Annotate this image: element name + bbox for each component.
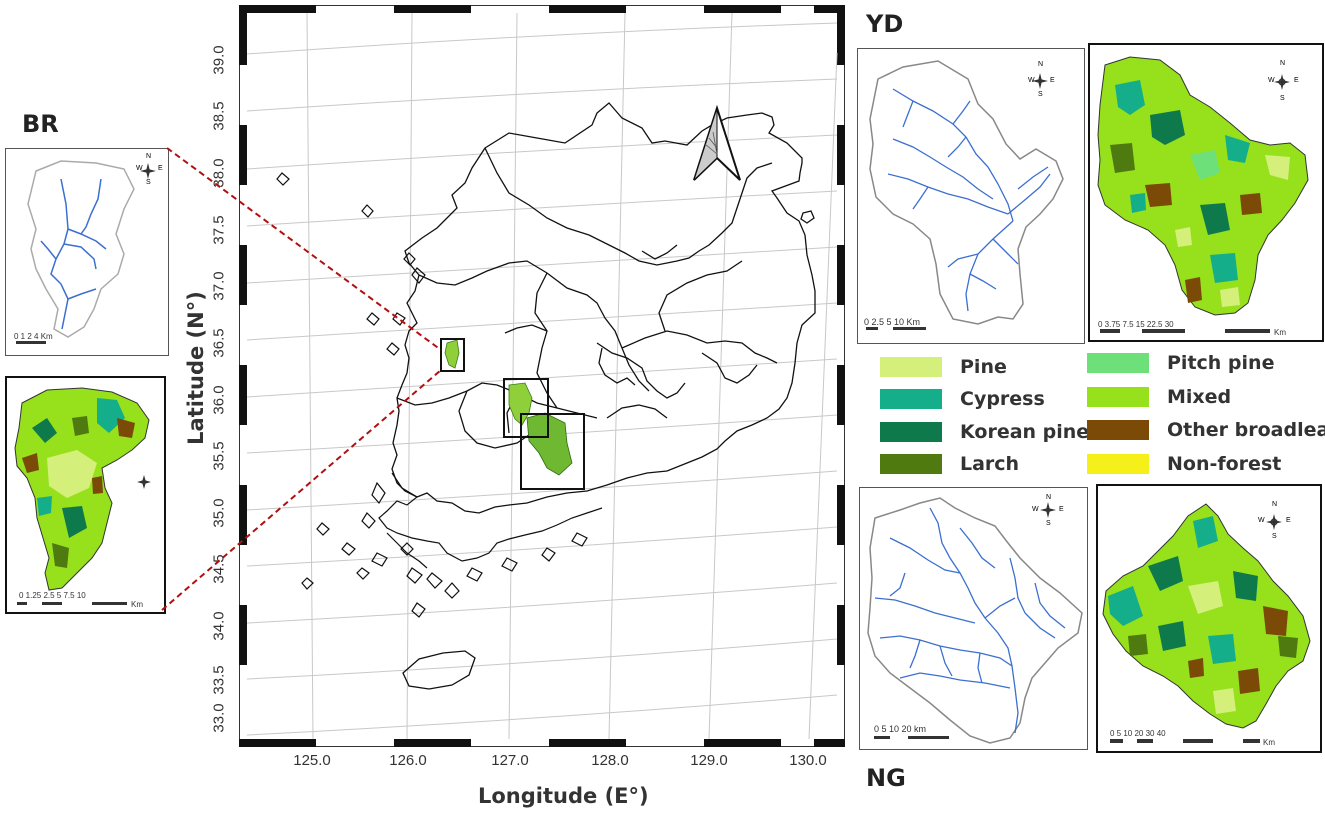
main-map-frame xyxy=(239,5,845,747)
legend-label: Larch xyxy=(960,453,1020,475)
legend-item-other-broadleaf: Other broadleaf xyxy=(1087,419,1325,441)
lon-tick: 127.0 xyxy=(491,752,529,769)
br-scale-bottom-unit: Km xyxy=(131,600,143,609)
ng-compass-s: S xyxy=(1046,520,1051,527)
lon-tick: 126.0 xyxy=(389,752,427,769)
ng-r-compass-n: N xyxy=(1272,501,1278,508)
br-scale-bottom: 0 1.25 2.5 5 7.5 10 xyxy=(19,591,86,600)
ng-r-compass-w: W xyxy=(1258,517,1265,524)
yd-forest-map: N W E S 0 3.75 7.5 15 22.5 30 Km xyxy=(1088,43,1324,342)
yd-compass-e: E xyxy=(1050,77,1055,84)
legend-item-mixed: Mixed xyxy=(1087,386,1231,408)
site-label-ng: NG xyxy=(866,764,906,792)
ng-r-compass-e: E xyxy=(1286,517,1291,524)
br-compass-n: N xyxy=(146,153,152,160)
legend-item-cypress: Cypress xyxy=(880,388,1045,410)
legend-label: Korean pine xyxy=(960,421,1090,443)
legend-swatch xyxy=(1087,387,1149,407)
site-label-br: BR xyxy=(22,110,59,138)
yd-scale-left: 0 2.5 5 10 Km xyxy=(864,317,921,327)
ng-r-compass-s: S xyxy=(1272,533,1277,540)
x-axis-title: Longitude (E°) xyxy=(478,784,649,808)
legend-item-non-forest: Non-forest xyxy=(1087,453,1281,475)
legend-label: Pine xyxy=(960,356,1007,378)
br-forest-map: 0 1.25 2.5 5 7.5 10 Km xyxy=(5,376,166,614)
ng-scale-left: 0 5 10 20 km xyxy=(874,724,927,734)
yd-compass-s: S xyxy=(1038,91,1043,98)
br-compass-e: E xyxy=(158,165,163,172)
yd-compass-n: N xyxy=(1038,61,1044,68)
legend-swatch xyxy=(880,422,942,442)
ng-river-map: N W E S 0 5 10 20 km xyxy=(859,487,1088,750)
ng-compass-e: E xyxy=(1059,506,1064,513)
legend-swatch xyxy=(880,454,942,474)
legend-item-korean-pine: Korean pine xyxy=(880,421,1089,443)
legend-swatch xyxy=(880,357,942,377)
legend-label: Mixed xyxy=(1167,386,1232,408)
lon-tick: 128.0 xyxy=(591,752,629,769)
yd-r-compass-w: W xyxy=(1268,77,1275,84)
north-arrow xyxy=(693,104,741,181)
br-compass-s: S xyxy=(146,179,151,186)
br-compass-w: W xyxy=(136,165,143,172)
lon-tick: 129.0 xyxy=(690,752,728,769)
ng-compass-n: N xyxy=(1046,494,1052,501)
yd-r-compass-n: N xyxy=(1280,60,1286,67)
legend-label: Pitch pine xyxy=(1167,352,1275,374)
ng-scale-right: 0 5 10 20 30 40 xyxy=(1110,729,1166,738)
ng-forest-map: N W E S 0 5 10 20 30 40 Km xyxy=(1096,484,1322,753)
yd-scale-right-unit: Km xyxy=(1274,328,1286,337)
ng-scale-right-unit: Km xyxy=(1263,738,1275,747)
legend-swatch xyxy=(1087,353,1149,373)
legend-label: Cypress xyxy=(960,388,1045,410)
legend-swatch xyxy=(1087,454,1149,474)
legend-swatch xyxy=(1087,420,1149,440)
legend-swatch xyxy=(880,389,942,409)
yd-scale-right: 0 3.75 7.5 15 22.5 30 xyxy=(1098,320,1174,329)
korea-outline xyxy=(276,102,816,690)
yd-river-map: N W E S 0 2.5 5 10 Km xyxy=(857,48,1085,344)
br-scale-top: 0 1 2 4 Km xyxy=(14,332,53,341)
yd-r-compass-s: S xyxy=(1280,95,1285,102)
map-frame-border xyxy=(239,5,845,747)
legend-item-pine: Pine xyxy=(880,356,1007,378)
legend-item-larch: Larch xyxy=(880,453,1019,475)
yd-r-compass-e: E xyxy=(1294,77,1299,84)
lon-tick: 125.0 xyxy=(293,752,331,769)
legend-label: Other broadleaf xyxy=(1167,419,1325,441)
legend-label: Non-forest xyxy=(1167,453,1282,475)
legend-item-pitch-pine: Pitch pine xyxy=(1087,352,1274,374)
lon-tick: 130.0 xyxy=(789,752,827,769)
br-river-map: N W E S 0 1 2 4 Km xyxy=(5,148,169,356)
yd-compass-w: W xyxy=(1028,77,1035,84)
site-label-yd: YD xyxy=(866,10,904,38)
ng-compass-w: W xyxy=(1032,506,1039,513)
